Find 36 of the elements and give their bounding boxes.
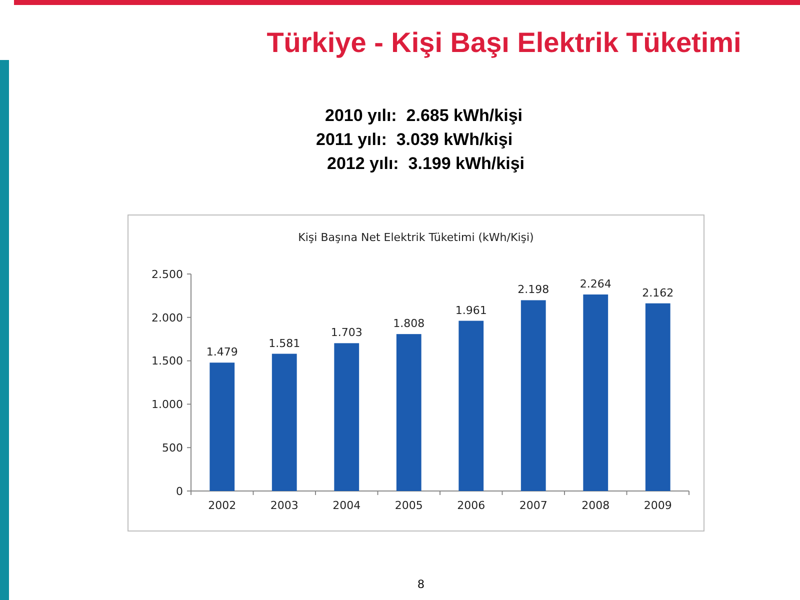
bar <box>583 294 608 491</box>
x-tick-label: 2006 <box>457 499 486 512</box>
y-tick-label: 1.000 <box>152 398 183 412</box>
data-label: 1.581 <box>268 336 300 350</box>
x-tick-label: 2005 <box>394 499 423 512</box>
chart-title: Türkiye - Kişi Başı Elektrik Tüketimi <box>266 27 742 58</box>
text: 2010 yılı: 2.685 kWh/kişi <box>325 106 523 125</box>
data-label: 2.162 <box>642 286 674 300</box>
y-tick-label: 2.500 <box>152 268 183 281</box>
bar <box>396 334 422 491</box>
text: 2012 yılı: 3.199 kWh/kişi <box>327 154 525 173</box>
x-tick-label: 2008 <box>582 499 610 512</box>
data-label: 2.264 <box>580 277 612 290</box>
y-tick-label: 500 <box>162 441 183 454</box>
bar <box>210 362 235 491</box>
bar <box>520 300 546 491</box>
y-tick-label: 1.500 <box>152 354 183 368</box>
x-tick-label: 2007 <box>519 499 548 512</box>
x-tick-label: 2003 <box>270 499 298 512</box>
text: 8 <box>418 577 425 591</box>
bar <box>458 320 484 491</box>
x-tick-label: 2004 <box>332 499 361 512</box>
x-tick-label: 2002 <box>208 499 236 512</box>
chart-subtitle: Kişi Başına Net Elektrik Tüketimi (kWh/Kişi) <box>298 231 534 244</box>
bar <box>645 303 670 491</box>
y-tick-label: 2.000 <box>152 311 183 324</box>
x-tick-label: 2009 <box>644 499 672 512</box>
data-label: 1.961 <box>455 304 487 317</box>
bar <box>272 354 297 491</box>
y-tick-label: 0 <box>176 484 183 498</box>
data-label: 1.808 <box>393 317 425 330</box>
text: 2011 yılı: 3.039 kWh/kişi <box>316 130 513 149</box>
data-label: 1.703 <box>330 326 362 340</box>
data-label: 2.198 <box>518 283 550 296</box>
data-label: 1.479 <box>206 346 238 359</box>
bar <box>334 343 360 491</box>
